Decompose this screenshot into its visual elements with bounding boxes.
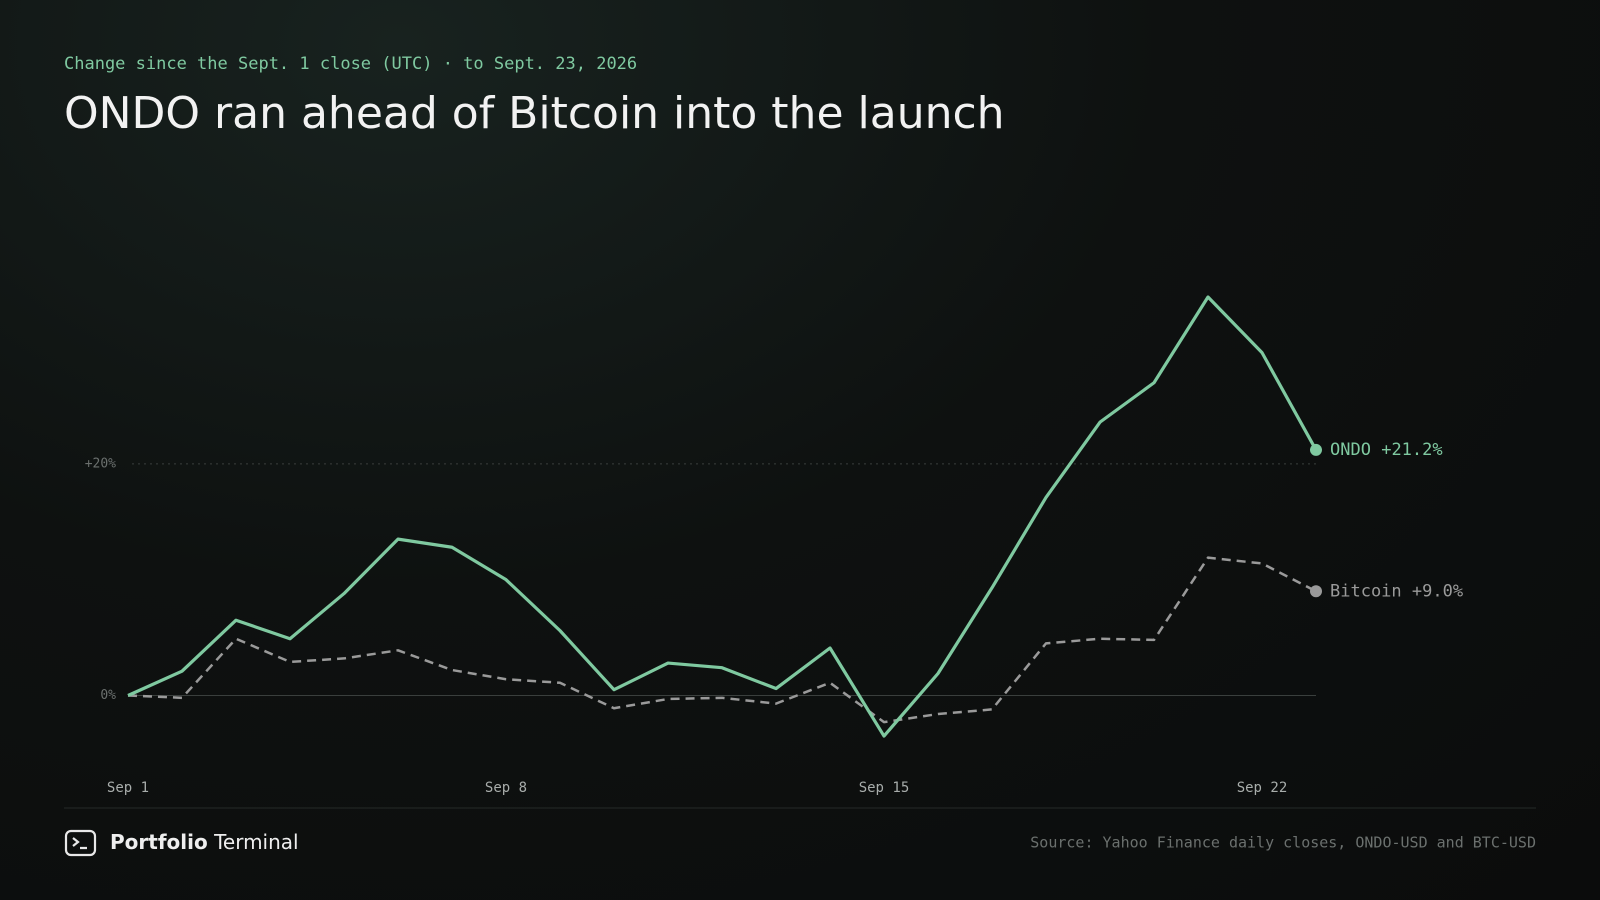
subtitle: Change since the Sept. 1 close (UTC) · t… <box>64 54 637 74</box>
value-label: +9.0% <box>1412 581 1463 601</box>
x-tick-label: Sep 1 <box>107 780 149 796</box>
chart-title: ONDO ran ahead of Bitcoin into the launc… <box>64 88 1005 139</box>
legend-name: Bitcoin <box>1330 581 1402 601</box>
end-label: Bitcoin +9.0% <box>1330 581 1463 601</box>
x-tick-label: Sep 22 <box>1237 780 1288 796</box>
legend-name: ONDO <box>1330 440 1371 460</box>
series-line <box>127 295 1318 738</box>
end-dot <box>1310 585 1322 598</box>
series-line <box>127 556 1317 724</box>
end-label: ONDO +21.2% <box>1330 440 1443 460</box>
y-tick-label: +20% <box>85 456 116 471</box>
x-tick-label: Sep 15 <box>859 780 910 796</box>
y-tick-label: 0% <box>100 688 116 703</box>
value-label: +21.2% <box>1381 440 1442 460</box>
brand-bold: Portfolio <box>110 830 208 854</box>
brand: Portfolio Terminal <box>110 830 299 854</box>
end-dot <box>1310 443 1322 456</box>
x-tick-label: Sep 8 <box>485 780 527 796</box>
brand-name: Terminal <box>213 830 299 854</box>
logo-icon <box>64 829 97 857</box>
source: Source: Yahoo Finance daily closes, ONDO… <box>1030 834 1536 852</box>
